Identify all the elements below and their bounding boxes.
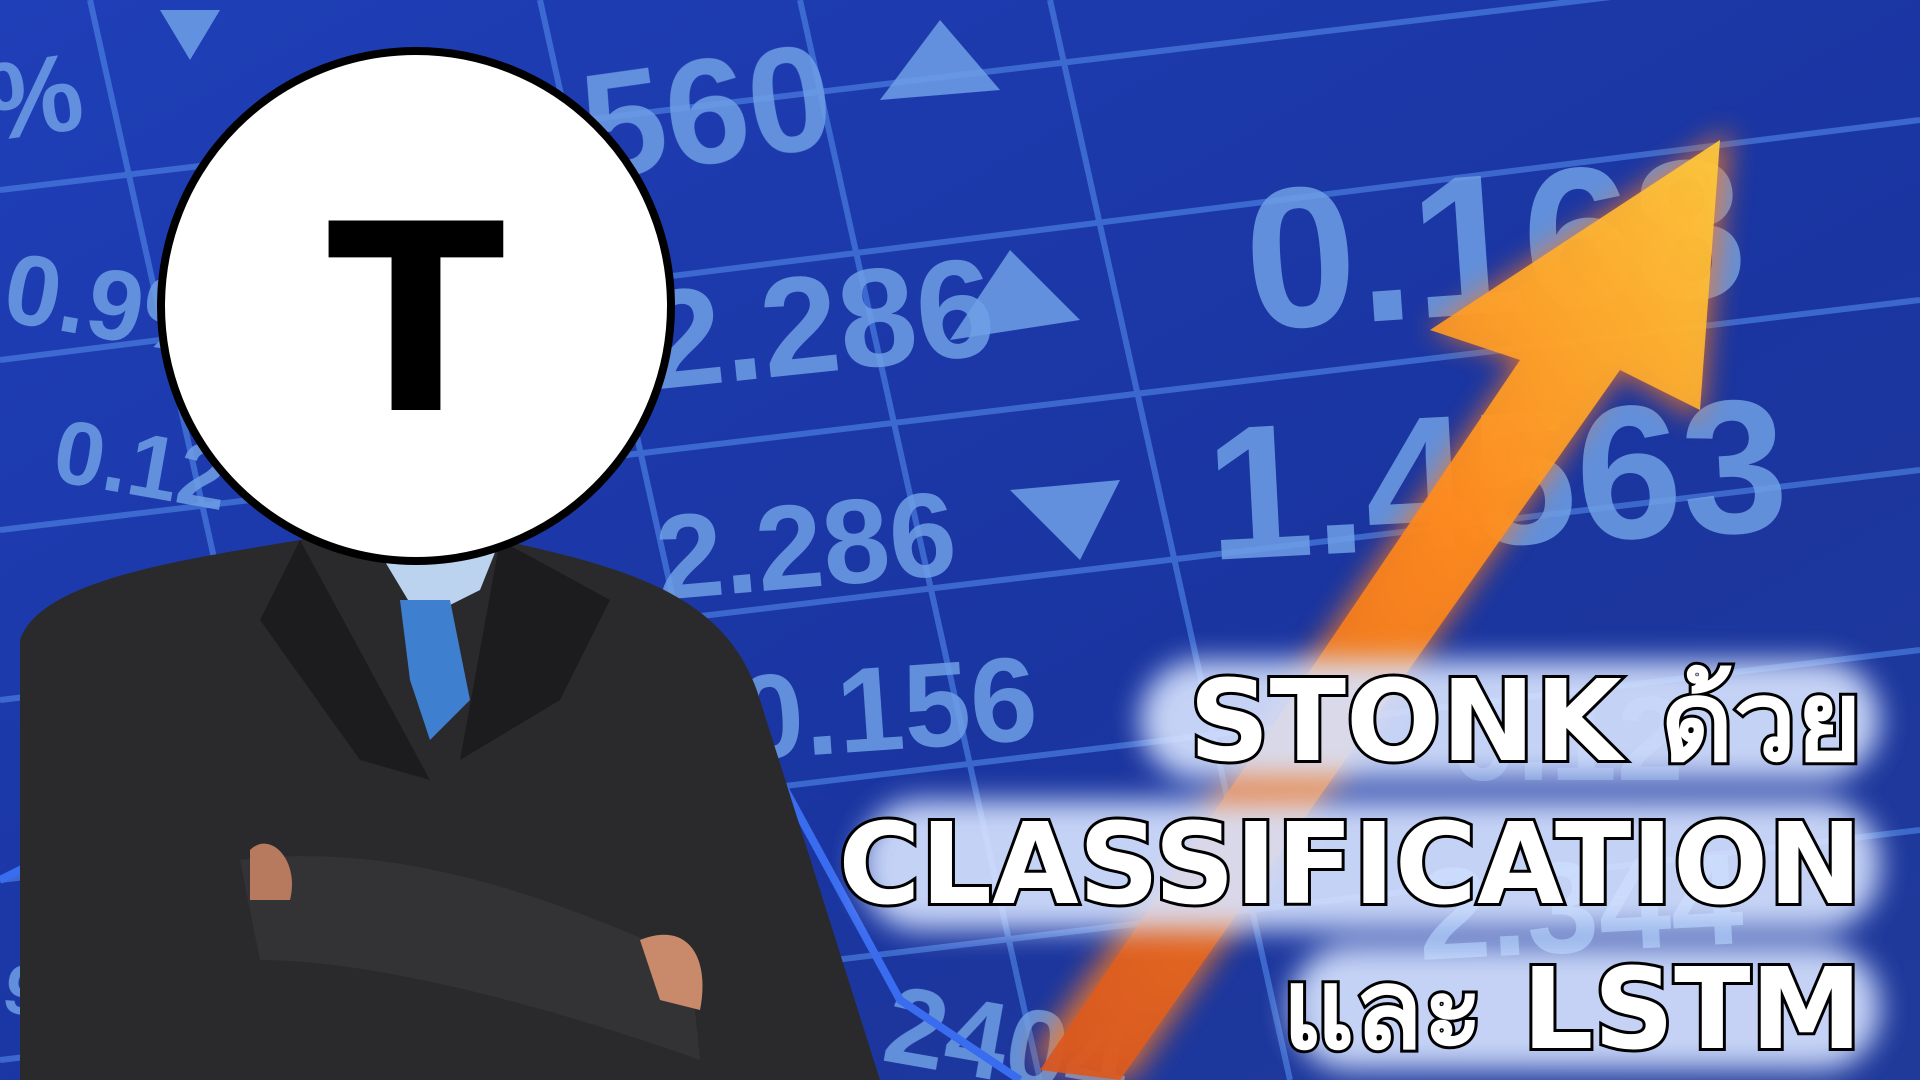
board-figure: 2.286 <box>651 466 962 626</box>
businessman <box>20 520 880 1080</box>
title-line: STONK ด้วย <box>1189 657 1862 787</box>
title-line: และ LSTM <box>1282 945 1862 1075</box>
logo: T <box>157 47 675 565</box>
logo-circle <box>157 47 675 565</box>
board-figure: 2.286 <box>637 227 1002 420</box>
chart-line <box>776 778 1023 1080</box>
logo-letter: T <box>327 170 506 472</box>
board-arrows <box>160 10 1120 560</box>
title-glow <box>860 660 1880 1070</box>
title-line: CLASSIFICATION <box>838 800 1862 930</box>
board-figure: 0.156 <box>732 631 1041 786</box>
board-figure: % <box>0 30 90 165</box>
